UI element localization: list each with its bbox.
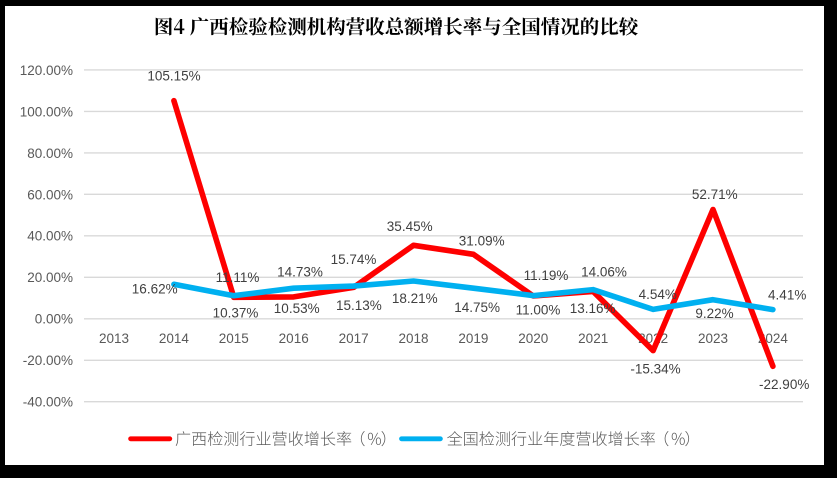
svg-text:11.11%: 11.11% — [216, 270, 260, 285]
svg-text:2023: 2023 — [698, 331, 728, 346]
svg-text:2016: 2016 — [279, 331, 309, 346]
svg-text:4.54%: 4.54% — [639, 287, 677, 302]
svg-text:-40.00%: -40.00% — [23, 395, 73, 410]
svg-text:14.75%: 14.75% — [454, 300, 500, 315]
svg-text:2014: 2014 — [159, 331, 190, 346]
svg-text:120.00%: 120.00% — [20, 63, 73, 78]
svg-text:11.00%: 11.00% — [516, 302, 561, 317]
svg-text:18.21%: 18.21% — [392, 291, 438, 306]
svg-text:0.00%: 0.00% — [35, 312, 73, 327]
svg-text:2020: 2020 — [518, 331, 548, 346]
svg-text:2019: 2019 — [458, 331, 488, 346]
svg-text:15.74%: 15.74% — [331, 252, 377, 267]
svg-text:11.19%: 11.19% — [524, 268, 569, 283]
svg-text:2013: 2013 — [99, 331, 129, 346]
svg-text:-20.00%: -20.00% — [23, 353, 73, 368]
svg-text:10.53%: 10.53% — [274, 301, 320, 316]
svg-text:14.06%: 14.06% — [581, 265, 627, 280]
svg-text:60.00%: 60.00% — [27, 187, 73, 202]
svg-text:80.00%: 80.00% — [27, 146, 73, 161]
svg-text:2021: 2021 — [578, 331, 608, 346]
svg-text:2015: 2015 — [219, 331, 249, 346]
svg-text:16.62%: 16.62% — [132, 281, 178, 296]
svg-text:2018: 2018 — [398, 331, 428, 346]
svg-text:105.15%: 105.15% — [147, 69, 200, 84]
svg-text:4.41%: 4.41% — [768, 288, 806, 303]
svg-text:100.00%: 100.00% — [20, 104, 73, 119]
svg-text:14.73%: 14.73% — [277, 264, 323, 279]
svg-text:40.00%: 40.00% — [27, 229, 73, 244]
svg-text:15.13%: 15.13% — [336, 298, 382, 313]
svg-text:20.00%: 20.00% — [27, 270, 73, 285]
svg-text:13.16%: 13.16% — [570, 301, 616, 316]
svg-text:-15.34%: -15.34% — [630, 361, 680, 376]
svg-text:-22.90%: -22.90% — [759, 377, 809, 392]
svg-text:52.71%: 52.71% — [692, 187, 738, 202]
svg-text:10.37%: 10.37% — [213, 305, 259, 320]
svg-text:31.09%: 31.09% — [459, 234, 505, 249]
svg-text:9.22%: 9.22% — [695, 306, 733, 321]
svg-text:2017: 2017 — [339, 331, 369, 346]
svg-text:35.45%: 35.45% — [387, 219, 433, 234]
